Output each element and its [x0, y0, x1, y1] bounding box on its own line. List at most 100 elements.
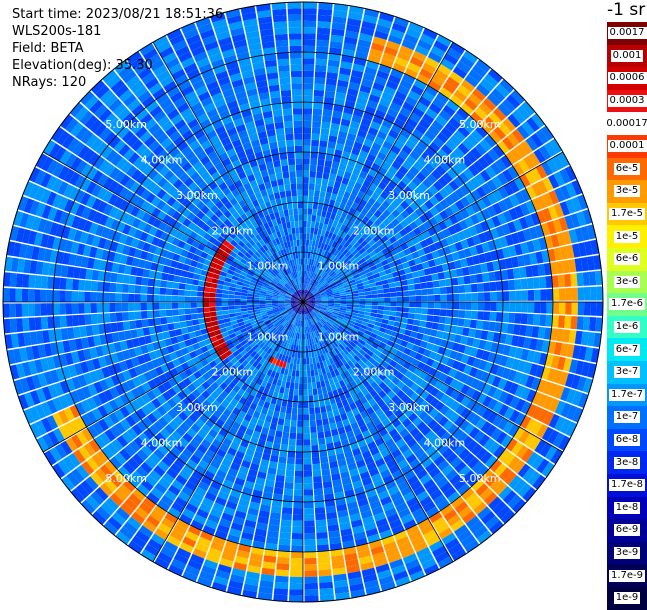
data-cell [421, 308, 428, 314]
data-cell [184, 296, 190, 302]
data-cell [303, 364, 306, 370]
data-cell [241, 296, 247, 299]
data-cell [496, 312, 503, 322]
data-cell [166, 310, 173, 317]
data-cell [222, 290, 229, 295]
data-cell [307, 364, 311, 370]
data-cell [294, 358, 298, 365]
data-cell [172, 296, 178, 302]
data-cell [178, 290, 185, 296]
data-cell [396, 292, 403, 297]
data-cell [282, 432, 289, 439]
data-cell [276, 563, 289, 570]
data-cell [303, 208, 307, 214]
data-cell [419, 321, 426, 328]
data-cell [173, 282, 180, 289]
data-cell [323, 172, 330, 179]
data-cell [359, 292, 366, 296]
data-cell [282, 507, 292, 514]
data-cell [553, 289, 560, 301]
data-cell [307, 221, 311, 228]
data-cell [327, 411, 334, 418]
data-cell [284, 482, 293, 489]
data-cell [316, 532, 328, 539]
data-cell [390, 302, 396, 306]
data-cell [312, 464, 320, 471]
data-cell [389, 283, 396, 288]
data-cell [284, 388, 289, 395]
data-cell [292, 527, 303, 534]
data-cell [294, 383, 298, 390]
data-cell [135, 311, 142, 319]
data-cell [203, 303, 209, 308]
data-cell [323, 424, 330, 431]
data-cell [285, 413, 291, 420]
data-cell [304, 521, 315, 528]
data-cell [304, 533, 315, 540]
data-cell [284, 489, 293, 496]
data-cell [279, 538, 291, 545]
data-cell [383, 284, 390, 289]
data-cell [311, 152, 318, 159]
data-cell [276, 424, 283, 431]
data-cell [311, 376, 316, 383]
data-cell [521, 279, 528, 290]
data-cell [317, 388, 322, 395]
data-cell [402, 313, 409, 319]
data-cell [596, 286, 603, 300]
data-cell [427, 288, 434, 295]
data-cell [28, 289, 35, 302]
data-cell [66, 303, 73, 314]
data-cell [440, 295, 446, 302]
data-cell [314, 190, 320, 197]
data-cell [432, 323, 439, 330]
data-cell [408, 284, 415, 290]
data-cell [299, 389, 303, 395]
data-cell [314, 401, 320, 408]
data-cell [191, 285, 198, 291]
data-cell [514, 279, 521, 290]
data-cell [376, 285, 383, 290]
data-cell [278, 457, 286, 464]
data-cell [419, 276, 426, 283]
data-cell [308, 202, 313, 209]
data-cell [197, 297, 203, 302]
data-cell [558, 315, 565, 328]
data-cell [304, 427, 310, 433]
data-cell [322, 469, 331, 476]
data-cell [439, 280, 446, 287]
data-cell [318, 557, 331, 564]
data-cell [184, 303, 190, 309]
data-cell [84, 303, 91, 313]
data-cell [312, 215, 317, 222]
data-cell [303, 165, 310, 171]
data-cell [9, 304, 16, 318]
data-cell [353, 305, 359, 308]
data-cell [311, 221, 316, 228]
data-cell [322, 179, 329, 186]
data-cell [290, 583, 304, 590]
data-cell [412, 325, 419, 332]
data-cell [484, 302, 491, 311]
data-cell [117, 274, 124, 284]
data-cell [303, 2, 317, 9]
data-cell [540, 302, 547, 314]
data-cell [222, 298, 228, 302]
data-cell [378, 302, 384, 306]
data-cell [290, 577, 303, 584]
data-cell [317, 426, 324, 433]
data-cell [533, 314, 540, 326]
data-cell [325, 91, 336, 98]
data-cell [303, 215, 307, 221]
data-cell [172, 289, 179, 296]
data-cell [304, 446, 311, 452]
data-cell [103, 293, 110, 302]
data-cell [509, 291, 516, 301]
data-cell [558, 275, 565, 288]
data-cell [281, 520, 292, 527]
data-cell [197, 313, 204, 319]
data-cell [303, 146, 310, 152]
data-cell [210, 283, 217, 288]
data-cell [159, 303, 165, 310]
data-cell [72, 303, 79, 314]
